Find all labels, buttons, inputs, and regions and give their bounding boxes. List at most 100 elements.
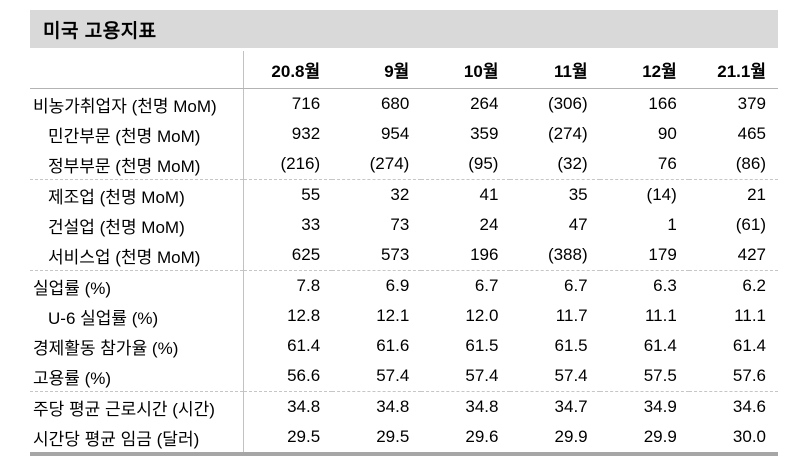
value-cell: 954 <box>380 124 410 143</box>
value-cell: 680 <box>380 94 410 113</box>
value-cell: (14) <box>646 185 677 204</box>
table-row: 민간부문 (천명 MoM) 932 954 359 (274) 90 465 <box>30 119 778 149</box>
corner-cell <box>30 51 243 89</box>
value-cell: (86) <box>688 149 778 180</box>
value-cell: 55 <box>242 179 333 210</box>
value-cell: 196 <box>421 240 511 271</box>
value-cell: 427 <box>688 240 778 271</box>
table-row: 비농가취업자 (천명 MoM) 716 680 264 (306) 166 379 <box>30 88 778 119</box>
value-cell: (61) <box>735 215 766 234</box>
value-cell: 90 <box>657 124 677 143</box>
value-cell: 57.6 <box>688 361 778 392</box>
table-row: 제조업 (천명 MoM) 55 32 41 35 (14) 21 <box>30 179 778 210</box>
value-cell: (274) <box>547 124 588 143</box>
value-cell: 24 <box>479 215 499 234</box>
value-cell: 56.6 <box>242 361 333 392</box>
table-row: 시간당 평균 임금 (달러) 29.5 29.5 29.6 29.9 29.9 30.0 <box>30 422 778 454</box>
value-cell: 29.5 <box>242 422 333 454</box>
value-cell: 359 <box>470 124 499 143</box>
value-cell: 6.9 <box>385 276 410 295</box>
table-row: 고용률 (%) 56.6 57.4 57.4 57.4 57.5 57.6 <box>30 361 778 392</box>
value-cell: 465 <box>737 124 766 143</box>
table-row: 경제활동 참가율 (%) 61.4 61.6 61.5 61.5 61.4 61.4 <box>30 331 778 361</box>
value-cell: 166 <box>648 94 677 113</box>
header-row: 20.8월 9월 10월 11월 12월 21.1월 <box>30 51 778 89</box>
table-title: 미국 고용지표 <box>43 20 157 42</box>
value-cell: 179 <box>599 240 689 271</box>
row-label: 민간부문 (천명 MoM) <box>48 126 201 146</box>
value-cell: 6.2 <box>742 276 766 295</box>
value-cell: 47 <box>568 215 588 234</box>
value-cell: 35 <box>568 185 588 204</box>
table-row: 정부부문 (천명 MoM) (216) (274) (95) (32) 76 (86) <box>30 149 778 180</box>
value-cell: 41 <box>479 185 499 204</box>
value-cell: 29.6 <box>465 427 499 446</box>
value-cell: 61.5 <box>465 336 499 355</box>
value-cell: 29.5 <box>376 427 410 446</box>
value-cell: 34.6 <box>732 397 766 416</box>
value-cell: 29.9 <box>554 427 588 446</box>
row-label: 제조업 (천명 MoM) <box>48 187 185 207</box>
value-cell: 73 <box>390 215 410 234</box>
value-cell: (216) <box>242 149 333 180</box>
value-cell: 21 <box>747 185 766 204</box>
month-header: 10월 <box>421 51 511 89</box>
value-cell: 573 <box>332 240 422 271</box>
month-header: 21.1월 <box>688 51 778 89</box>
value-cell: 76 <box>599 149 689 180</box>
value-cell: (274) <box>332 149 422 180</box>
value-cell: 34.7 <box>554 397 588 416</box>
row-label: 정부부문 (천명 MoM) <box>30 149 243 180</box>
value-cell: 57.4 <box>510 361 600 392</box>
value-cell: (32) <box>510 149 600 180</box>
employment-table: 20.8월 9월 10월 11월 12월 21.1월 비농가취업자 (천명 MoM) 716… <box>30 51 778 456</box>
employment-report-block: 미국 고용지표 20.8월 9월 10월 11월 12월 21.1월 비농가취업자 (천명… <box>30 10 778 456</box>
value-cell: 61.4 <box>732 336 766 355</box>
value-cell: 33 <box>242 210 333 240</box>
value-cell: 32 <box>390 185 410 204</box>
table-row: 서비스업 (천명 MoM) 625 573 196 (388) 179 427 <box>30 240 778 271</box>
table-row: 실업률 (%) 7.8 6.9 6.7 6.7 6.3 6.2 <box>30 270 778 301</box>
month-header: 9월 <box>332 51 422 89</box>
value-cell: 30.0 <box>732 427 766 446</box>
table-row: 주당 평균 근로시간 (시간) 34.8 34.8 34.8 34.7 34.9 34.6 <box>30 391 778 422</box>
row-label: 비농가취업자 (천명 MoM) <box>33 96 217 116</box>
value-cell: 34.8 <box>242 391 333 422</box>
value-cell: 34.8 <box>376 397 410 416</box>
row-label: 실업률 (%) <box>33 278 112 298</box>
value-cell: (95) <box>421 149 511 180</box>
row-label: 주당 평균 근로시간 (시간) <box>33 399 215 419</box>
value-cell: 625 <box>242 240 333 271</box>
value-cell: 11.1 <box>644 306 677 325</box>
table-row: U-6 실업률 (%) 12.8 12.1 12.0 11.7 11.1 11.1 <box>30 301 778 331</box>
row-label: 서비스업 (천명 MoM) <box>30 240 243 271</box>
value-cell: 6.3 <box>653 276 677 295</box>
table-body: 비농가취업자 (천명 MoM) 716 680 264 (306) 166 379 민간부문 … <box>30 88 778 454</box>
table-title-bar: 미국 고용지표 <box>30 10 778 48</box>
month-header: 11월 <box>510 51 600 89</box>
month-header: 20.8월 <box>242 51 333 89</box>
row-label: 고용률 (%) <box>30 361 243 392</box>
row-label: 경제활동 참가율 (%) <box>33 338 179 358</box>
value-cell: (388) <box>510 240 600 271</box>
value-cell: 61.6 <box>376 336 410 355</box>
value-cell: 29.9 <box>643 427 677 446</box>
value-cell: 11.7 <box>555 306 588 325</box>
value-cell: 57.4 <box>332 361 422 392</box>
value-cell: 264 <box>470 94 499 113</box>
row-label: 건설업 (천명 MoM) <box>48 217 185 237</box>
value-cell: 57.4 <box>421 361 511 392</box>
row-label: U-6 실업률 (%) <box>48 308 159 328</box>
value-cell: 34.8 <box>465 397 499 416</box>
value-cell: 57.5 <box>599 361 689 392</box>
value-cell: 379 <box>737 94 766 113</box>
value-cell: 6.7 <box>474 276 499 295</box>
value-cell: 61.4 <box>242 331 333 361</box>
value-cell: 716 <box>242 88 333 119</box>
value-cell: 61.4 <box>643 336 677 355</box>
month-header: 12월 <box>599 51 689 89</box>
table-row: 건설업 (천명 MoM) 33 73 24 47 1 (61) <box>30 210 778 240</box>
value-cell: 34.9 <box>643 397 677 416</box>
value-cell: 6.7 <box>563 276 588 295</box>
